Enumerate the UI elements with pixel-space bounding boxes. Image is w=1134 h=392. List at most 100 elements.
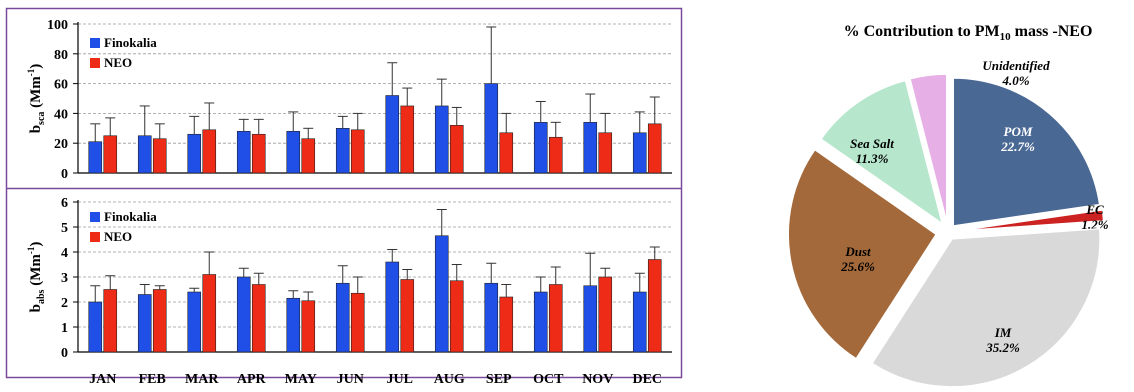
bar-neo [499, 132, 514, 174]
pie-slice [909, 73, 948, 223]
bar-finokalia [137, 135, 152, 174]
bar-finokalia [286, 130, 301, 174]
pie-label: EC 1.2% [1081, 202, 1108, 232]
pie-title: % Contribution to PM10 mass -NEO [844, 23, 1093, 43]
bar-neo [400, 279, 415, 353]
x-tick-label: FEB [139, 372, 166, 387]
y-axis-label: bsca (Mm-1) [26, 64, 47, 134]
y-tick-label: 80 [54, 48, 68, 63]
bar-neo [449, 125, 464, 174]
bar-finokalia [632, 291, 647, 353]
bar-finokalia [236, 130, 251, 174]
bar-finokalia [335, 282, 350, 353]
bar-neo [548, 136, 563, 174]
bar-neo [449, 280, 464, 353]
legend-label: NEO [104, 229, 132, 244]
bar-finokalia [286, 297, 301, 353]
bar-neo [350, 292, 365, 353]
bar-finokalia [484, 83, 499, 174]
bar-neo [103, 289, 118, 353]
bar-finokalia [434, 235, 449, 353]
bar-finokalia [533, 122, 548, 174]
bar-neo [598, 132, 613, 174]
bar-finokalia [236, 276, 251, 353]
y-tick-label: 3 [61, 271, 68, 286]
x-tick-label: AUG [434, 372, 465, 387]
bar-neo [647, 123, 662, 174]
bar-finokalia [434, 105, 449, 174]
bar-finokalia [187, 133, 202, 174]
bar-finokalia [335, 128, 350, 174]
legend-swatch [90, 38, 100, 48]
pie-slice [955, 208, 1105, 232]
pie-slice [870, 227, 1101, 388]
bar-finokalia [88, 141, 103, 174]
x-tick-label: APR [237, 372, 267, 387]
bar-finokalia [583, 285, 598, 353]
absorption-bar-chart: 0 1 2 3 4 5 6 babs (Mm-1) Finokalia NEO [26, 196, 672, 361]
y-tick-label: 0 [61, 346, 68, 361]
pie-slice [952, 77, 1101, 227]
bar-neo [251, 133, 266, 174]
bar-finokalia [137, 294, 152, 353]
pie-label: Dust 25.6% [840, 244, 875, 274]
bar-neo [152, 138, 167, 174]
y-tick-label: 20 [54, 137, 68, 152]
bar-neo [152, 289, 167, 353]
x-tick-label: JUN [337, 372, 364, 387]
bar-finokalia [187, 291, 202, 353]
legend-label: Finokalia [104, 35, 157, 50]
legend-label: Finokalia [104, 209, 157, 224]
bar-panels-frame [5, 7, 683, 379]
bar-finokalia [385, 95, 400, 174]
pie-slice [819, 79, 944, 226]
bar-neo [548, 284, 563, 353]
bar-finokalia [533, 291, 548, 353]
month-axis: JAN FEB MAR APR MAY JUN JUL AUG SEP OCT NOV DEC [89, 372, 662, 387]
y-tick-label: 60 [54, 78, 68, 93]
bar-neo [598, 276, 613, 353]
bar-neo [647, 259, 662, 353]
scattering-bar-chart: 0 20 40 60 80 100 bsca (Mm-1) Finokalia NEO [26, 18, 672, 182]
bar-finokalia [88, 301, 103, 353]
y-tick-label: 1 [61, 321, 68, 336]
bar-finokalia [583, 122, 598, 174]
bar-neo [350, 129, 365, 174]
pie-label: POM 22.7% [1000, 124, 1035, 154]
x-tick-label: MAY [285, 372, 317, 387]
legend-swatch [90, 232, 100, 242]
bar-neo [103, 135, 118, 174]
pie-chart: POM 22.7% EC 1.2% IM 35.2% Dust 25.6% Sea Salt 11… [787, 58, 1109, 388]
y-tick-label: 5 [61, 221, 68, 236]
bar-neo [202, 274, 217, 353]
bar-neo [251, 284, 266, 353]
y-tick-label: 4 [61, 246, 68, 261]
x-tick-label: NOV [582, 372, 613, 387]
pie-label: Sea Salt 11.3% [850, 136, 894, 166]
y-tick-label: 6 [61, 196, 68, 211]
x-tick-label: JAN [89, 372, 116, 387]
legend-swatch [90, 58, 100, 68]
bar-finokalia [632, 132, 647, 174]
bar-neo [400, 105, 415, 174]
y-tick-label: 40 [54, 107, 68, 122]
y-tick-label: 0 [61, 167, 68, 182]
y-axis-label: babs (Mm-1) [26, 242, 47, 313]
x-tick-label: MAR [185, 372, 219, 387]
y-tick-label: 100 [47, 18, 68, 33]
x-tick-label: JUL [387, 372, 413, 387]
x-tick-label: DEC [632, 372, 662, 387]
bar-neo [301, 138, 316, 174]
bar-finokalia [484, 282, 499, 353]
pie-slice [787, 148, 938, 360]
pie-label: Unidentified 4.0% [982, 58, 1050, 88]
x-tick-label: SEP [486, 372, 512, 387]
legend-label: NEO [104, 55, 132, 70]
bar-neo [301, 300, 316, 353]
x-tick-label: OCT [533, 372, 564, 387]
legend-swatch [90, 212, 100, 222]
bar-finokalia [385, 261, 400, 353]
y-tick-label: 2 [61, 296, 68, 311]
